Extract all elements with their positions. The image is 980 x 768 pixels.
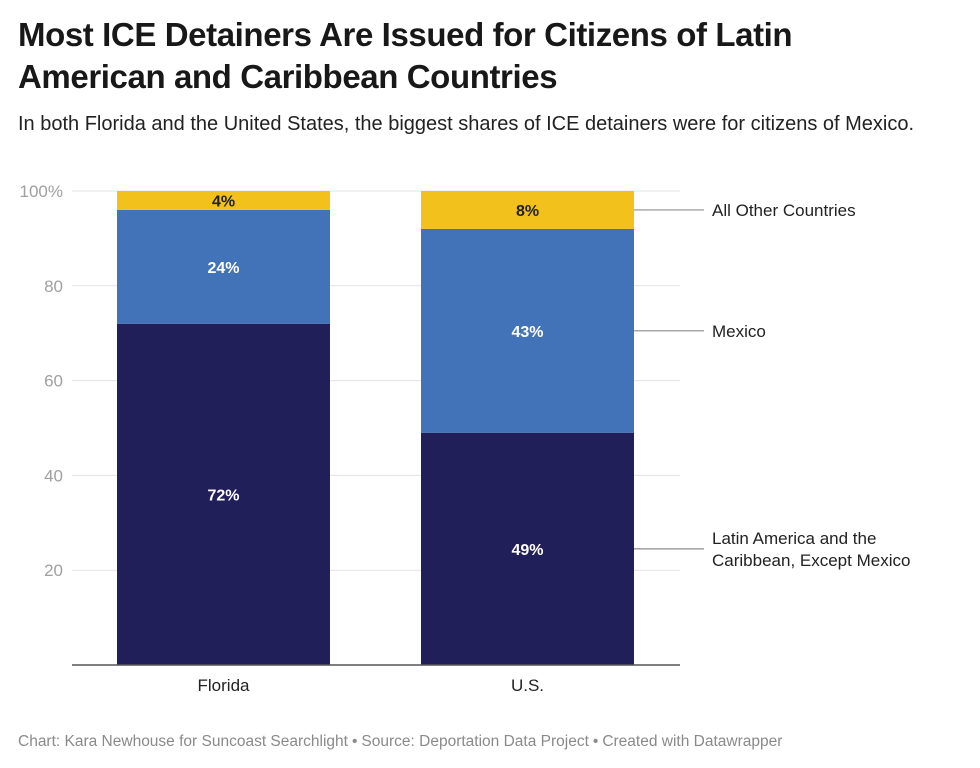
legend-label: All Other Countries [712, 201, 856, 220]
footer-separator: • [351, 733, 358, 750]
legend-label: Mexico [712, 322, 766, 341]
y-tick-label: 20 [44, 561, 63, 580]
y-axis-ticks: 20 40 60 80 100% [20, 182, 63, 580]
footer: Chart: Kara Newhouse for Suncoast Search… [18, 733, 782, 751]
segment-labels: 72% 24% 4% 49% 43% 8% [207, 193, 543, 558]
y-tick-label: 100% [20, 182, 63, 201]
bar-segment [117, 191, 330, 210]
stacked-bar-chart: 20 40 60 80 100% 72% 24% 4% 49% 43% 8% Latin Amer… [20, 182, 911, 695]
source-note: Source: Deportation Data Project [361, 733, 589, 750]
data-label: 4% [212, 193, 235, 210]
bar-segment [421, 432, 634, 665]
x-tick-label: U.S. [511, 676, 544, 695]
x-axis-ticks: Florida U.S. [198, 676, 545, 695]
chart-title: Most ICE Detainers Are Issued for Citize… [18, 16, 793, 95]
chart-subtitle: In both Florida and the United States, t… [18, 113, 915, 135]
created-with-note: Created with Datawrapper [602, 733, 783, 750]
data-label: 24% [207, 260, 239, 277]
bars [117, 191, 634, 665]
data-label: 72% [207, 487, 239, 504]
bar-segment [117, 323, 330, 665]
y-tick-label: 80 [44, 277, 63, 296]
x-tick-label: Florida [198, 676, 251, 695]
bar-segment [117, 209, 330, 324]
chart-credit: Chart: Kara Newhouse for Suncoast Search… [18, 733, 348, 750]
y-tick-label: 60 [44, 372, 63, 391]
bar-segment [421, 228, 634, 433]
data-label: 49% [511, 542, 543, 559]
legend-label-line: All Other Countries [712, 201, 856, 220]
y-tick-label: 40 [44, 466, 63, 485]
legend-label-line: Mexico [712, 322, 766, 341]
legend-label-line: Latin America and the [712, 529, 876, 548]
legend-label-line: Caribbean, Except Mexico [712, 551, 910, 570]
data-label: 8% [516, 203, 539, 220]
footer-separator: • [592, 733, 599, 750]
direct-legend: Latin America and the Caribbean, Except M… [634, 201, 910, 570]
bar-segment [421, 191, 634, 229]
data-label: 43% [511, 324, 543, 341]
legend-label: Latin America and the Caribbean, Except M… [712, 529, 910, 570]
